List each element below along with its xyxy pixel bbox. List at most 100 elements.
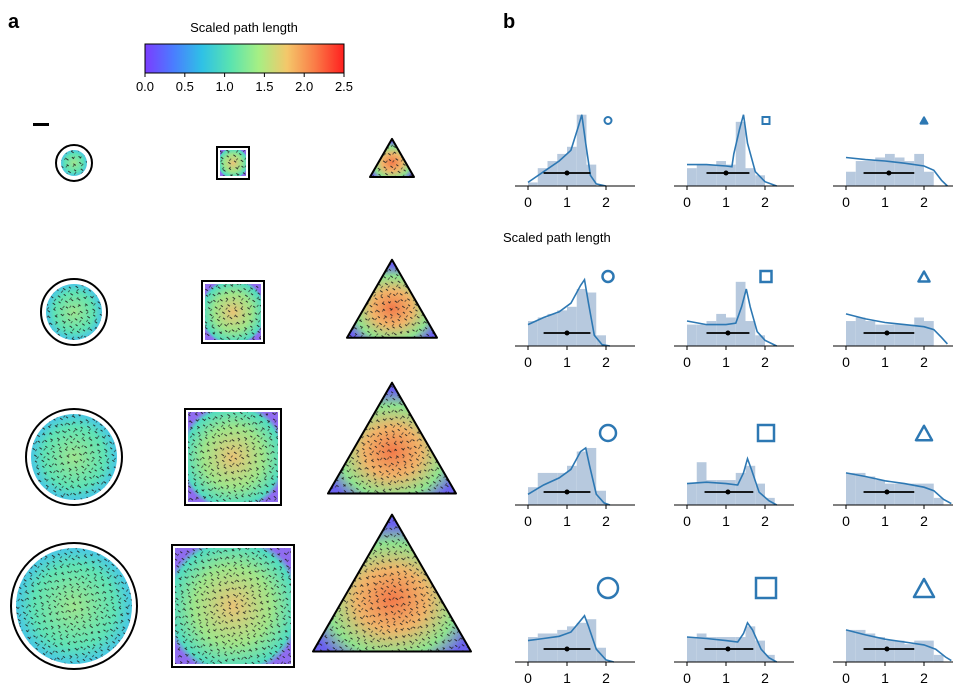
circle-icon	[601, 269, 615, 284]
arena-square-2	[201, 280, 265, 344]
hist-bar	[547, 472, 558, 505]
hist-bar	[755, 483, 765, 505]
hist-bar	[528, 637, 538, 662]
hist-bar	[547, 313, 558, 346]
hist-bar	[596, 490, 606, 505]
hist-bar	[596, 335, 606, 346]
hist-panel-triangle-1: 0 1 2	[833, 116, 953, 210]
hist-bar	[567, 306, 577, 346]
x-tick-label: 0	[683, 670, 691, 686]
triangle-icon	[917, 270, 931, 283]
hist-bar	[528, 182, 538, 186]
hist-panel-square-4: 0 1 2	[674, 576, 794, 686]
hist-bar	[904, 324, 915, 346]
hist-panel-triangle-4: 0 1 2	[833, 577, 953, 686]
kde-line	[845, 472, 952, 505]
hist-bar	[846, 171, 856, 186]
hist-bar	[755, 175, 765, 186]
hist-bar	[745, 321, 756, 346]
hist-bar	[576, 288, 587, 346]
panel-a-label: a	[8, 11, 20, 33]
x-tick-label: 2	[920, 670, 928, 686]
median-dot	[564, 170, 570, 176]
hist-bar	[696, 164, 707, 186]
panel-b-grid: 0 1 2 0 1 2 0 1 2 0 1 2 0 1 2 0 1 2 0 1 2 0 1 2 0 1 2 0 1 2 0 1 2 0 1 2	[515, 114, 953, 686]
panel-b-label: b	[503, 11, 515, 33]
colorbar-tick-label: 2.0	[295, 79, 313, 94]
median-dot	[725, 489, 731, 495]
hist-bar	[914, 483, 924, 505]
x-tick-label: 2	[602, 194, 610, 210]
median-dot	[886, 170, 892, 176]
hist-bar	[687, 324, 697, 346]
kde-line	[845, 629, 952, 662]
hist-bar	[924, 171, 934, 186]
hist-bar	[547, 633, 558, 662]
hist-bar	[696, 462, 707, 505]
hist-bar	[894, 157, 905, 186]
hist-bar	[855, 317, 866, 346]
kde-line	[686, 456, 778, 506]
hist-panel-circle-4: 0 1 2	[515, 576, 635, 686]
x-tick-label: 2	[920, 513, 928, 529]
x-tick-label: 1	[722, 670, 730, 686]
median-dot	[564, 330, 570, 336]
hist-bar	[875, 157, 885, 186]
x-tick-label: 0	[683, 194, 691, 210]
hist-bar	[875, 324, 885, 346]
median-dot	[884, 330, 890, 336]
circle-icon	[596, 576, 620, 600]
x-tick-label: 0	[842, 354, 850, 370]
hist-bar	[904, 483, 915, 505]
hist-bar	[914, 640, 924, 662]
hist-bar	[904, 644, 915, 662]
x-tick-label: 2	[761, 670, 769, 686]
hist-bar	[735, 281, 746, 346]
hist-bar	[576, 622, 587, 662]
x-tick-label: 0	[524, 194, 532, 210]
square-icon	[759, 269, 773, 284]
hist-bar	[537, 168, 548, 186]
x-tick-label: 2	[761, 513, 769, 529]
hist-panel-circle-1: 0 1 2	[515, 114, 635, 210]
hist-bar	[557, 153, 567, 186]
arena-circle-1	[55, 144, 93, 182]
hist-bar	[537, 472, 548, 505]
kde-line	[527, 114, 607, 187]
hist-bar	[716, 313, 726, 346]
triangle-icon	[919, 116, 929, 125]
kde-line	[687, 114, 777, 187]
kde-line	[527, 614, 615, 663]
arena-square-1	[216, 146, 250, 180]
hist-bar	[735, 472, 746, 505]
hist-bar	[894, 483, 905, 505]
arena-circle-4	[10, 542, 138, 670]
hist-bar	[726, 317, 736, 346]
hist-bar	[528, 321, 538, 346]
x-tick-label: 1	[881, 670, 889, 686]
hist-bar	[846, 472, 856, 505]
hist-bar	[885, 483, 895, 505]
hist-bar	[687, 483, 697, 505]
panel-a-grid	[10, 137, 472, 670]
kde-line	[527, 277, 611, 347]
x-axis-label: Scaled path length	[503, 230, 611, 245]
colorbar-tick-label: 0.5	[176, 79, 194, 94]
x-tick-label: 0	[842, 513, 850, 529]
hist-bar	[745, 626, 756, 662]
hist-panel-triangle-3: 0 1 2	[833, 424, 953, 529]
colorbar-tick-label: 0.0	[136, 79, 154, 94]
x-tick-label: 0	[524, 513, 532, 529]
x-tick-label: 1	[563, 670, 571, 686]
hist-bar	[586, 164, 597, 186]
arena-triangle-2	[346, 258, 438, 339]
colorbar-title: Scaled path length	[190, 20, 298, 35]
kde-line	[686, 288, 778, 347]
hist-bar	[567, 626, 577, 662]
hist-bar	[557, 472, 567, 505]
hist-panel-circle-2: 0 1 2	[515, 269, 635, 370]
x-tick-label: 2	[761, 354, 769, 370]
x-tick-label: 0	[683, 513, 691, 529]
kde-line	[845, 313, 948, 345]
hist-bar	[885, 640, 895, 662]
